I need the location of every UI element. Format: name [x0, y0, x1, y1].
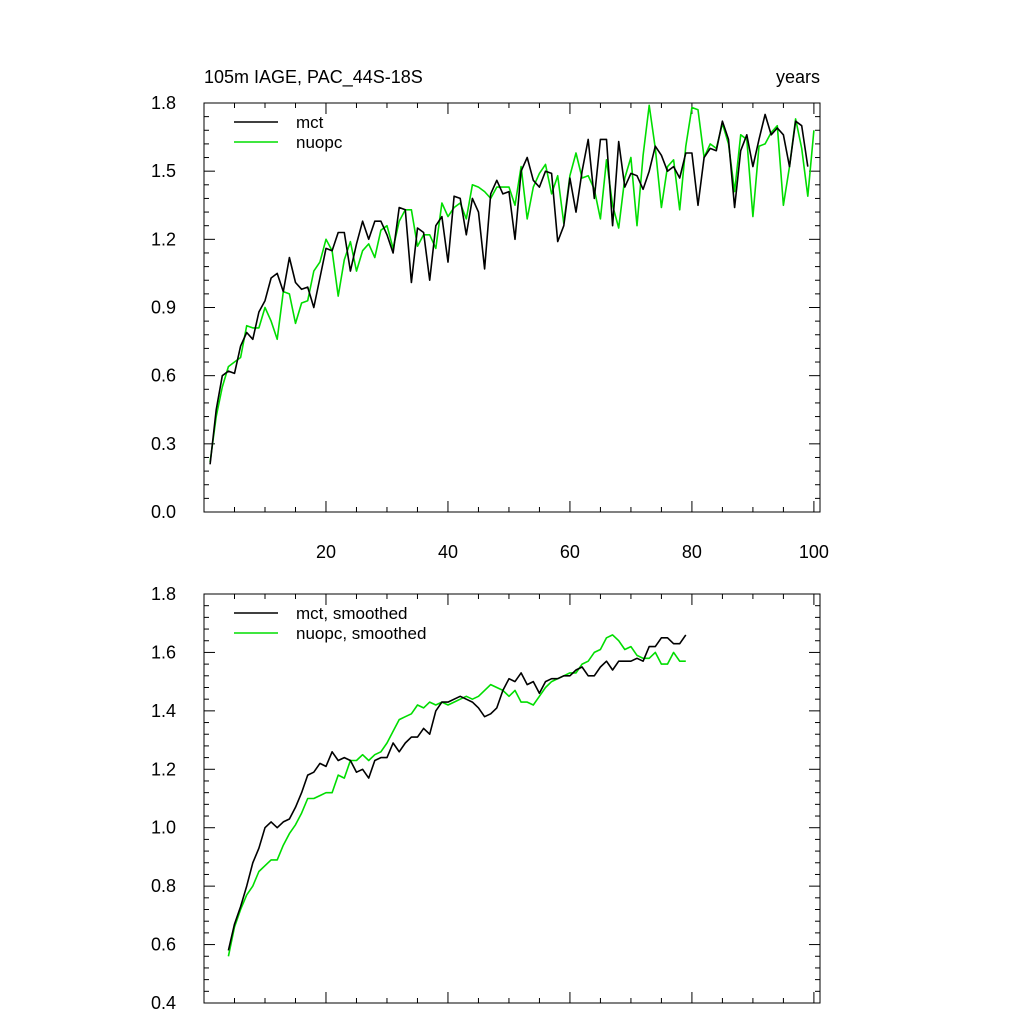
x-tick-label: 100 [799, 542, 829, 562]
y-tick-label: 1.8 [151, 93, 176, 113]
legend-label-1: nuopc, smoothed [296, 624, 426, 643]
y-tick-label: 1.2 [151, 229, 176, 249]
y-tick-label: 0.6 [151, 366, 176, 386]
chart-title: 105m IAGE, PAC_44S-18S [204, 67, 423, 88]
bottom-panel: 0.4 0.6 0.8 1.0 1.2 1.4 1.6 1.8 mct, smoothednuo… [151, 584, 821, 1013]
y-tick-label: 0.6 [151, 935, 176, 955]
y-tick-label: 0.8 [151, 876, 176, 896]
plot-frame [203, 593, 821, 1004]
y-tick-label: 0.9 [151, 298, 176, 318]
y-tick-label: 0.0 [151, 502, 176, 522]
y-tick-label: 1.5 [151, 161, 176, 181]
y-tick-label: 1.0 [151, 818, 176, 838]
legend-label-0: mct [296, 113, 324, 132]
plot-frame [203, 102, 821, 513]
y-tick-label: 1.2 [151, 759, 176, 779]
y-tick-label: 1.6 [151, 642, 176, 662]
y-tick-label: 1.4 [151, 701, 176, 721]
y-tick-label: 0.3 [151, 434, 176, 454]
x-tick-label: 40 [438, 542, 458, 562]
y-tick-label: 0.4 [151, 993, 176, 1013]
legend-label-0: mct, smoothed [296, 604, 408, 623]
series-line-0 [227, 634, 687, 951]
y-tick-label: 1.8 [151, 584, 176, 604]
series-line-1 [209, 104, 815, 463]
chart-title-right: years [776, 67, 820, 87]
legend-label-1: nuopc [296, 133, 343, 152]
series-line-0 [209, 113, 809, 465]
x-tick-label: 20 [316, 542, 336, 562]
x-tick-label: 80 [682, 542, 702, 562]
series-line-1 [227, 634, 686, 957]
x-tick-label: 60 [560, 542, 580, 562]
